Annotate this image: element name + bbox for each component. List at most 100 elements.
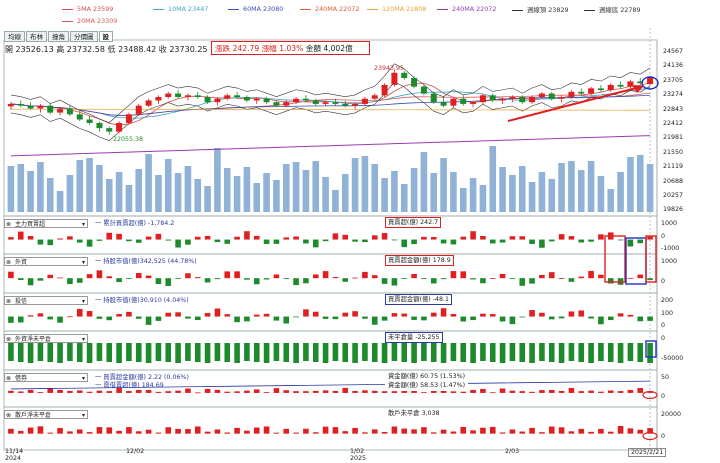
tab-4[interactable]: 設 xyxy=(98,31,113,42)
indicator-bar xyxy=(27,427,34,434)
panel-name: 外資淨未平倉 xyxy=(15,336,52,343)
indicator-bar xyxy=(450,239,457,245)
close-icon[interactable]: ⊗ xyxy=(6,375,12,382)
chevron-down-icon[interactable]: ▾ xyxy=(81,412,85,419)
indicator-bar xyxy=(421,343,427,361)
panel-axis-3-0: 0 xyxy=(661,335,666,342)
indicator-bar xyxy=(224,343,231,362)
volume-bar xyxy=(371,164,379,212)
indicator-bar xyxy=(283,343,290,362)
candle xyxy=(302,95,309,103)
candle xyxy=(420,84,427,96)
indicator-bar xyxy=(234,343,240,363)
indicator-bar xyxy=(37,313,44,317)
indicator-bar xyxy=(352,343,358,363)
volume-bar xyxy=(351,158,359,212)
indicator-bar xyxy=(371,429,378,434)
legend-line-icon xyxy=(62,8,73,10)
legend-60ma: 60MA 23080 xyxy=(228,5,283,13)
indicator-bar xyxy=(401,313,408,317)
volume-bar xyxy=(646,164,654,212)
indicator-bar xyxy=(352,391,358,393)
indicator-bar xyxy=(96,390,103,393)
indicator-bar xyxy=(67,236,73,240)
indicator-bar xyxy=(421,278,427,279)
panel-selector-4[interactable]: ⊗ 借券 ▾ xyxy=(4,373,88,382)
indicator-bar xyxy=(175,278,181,279)
indicator-bar xyxy=(155,233,162,240)
chevron-down-icon[interactable]: ▾ xyxy=(81,298,85,305)
indicator-bar xyxy=(411,239,417,245)
indicator-bar xyxy=(126,311,132,317)
close-icon[interactable]: ⊗ xyxy=(6,221,12,228)
indicator-bar xyxy=(312,311,319,317)
tab-1[interactable]: 布林 xyxy=(26,31,47,42)
panel-selector-1[interactable]: ⊗ 外資 ▾ xyxy=(4,257,88,266)
indicator-bar xyxy=(421,316,427,321)
indicator-bar xyxy=(27,315,34,317)
panel-axis-4-1: 0 xyxy=(661,392,666,400)
change-box: 漲跌 242.79 漲幅 1.03% 金額 4,002億 xyxy=(211,41,370,55)
tab-0[interactable]: 均線 xyxy=(4,31,25,42)
indicator-bar xyxy=(480,313,486,317)
indicator-bar xyxy=(322,271,329,279)
indicator-bar xyxy=(539,274,545,279)
close-icon[interactable]: ⊗ xyxy=(6,412,12,419)
panel-selector-0[interactable]: ⊗ 主力買賣超 ▾ xyxy=(4,219,88,228)
indicator-bar xyxy=(194,316,201,321)
indicator-bar xyxy=(17,316,24,323)
indicator-bar xyxy=(381,391,388,393)
indicator-bar xyxy=(450,391,457,393)
chevron-down-icon[interactable]: ▾ xyxy=(81,375,85,382)
panel-axis-0-2: -1000 xyxy=(661,245,680,253)
indicator-bar xyxy=(489,343,496,362)
candle xyxy=(175,90,182,99)
indicator-bar xyxy=(263,392,270,393)
indicator-bar xyxy=(283,278,290,279)
indicator-bar xyxy=(312,239,319,248)
indicator-bar xyxy=(529,239,535,244)
volume-bar xyxy=(332,190,339,212)
panel-axis-2-2: 0 xyxy=(661,322,666,330)
candle xyxy=(430,91,437,104)
indicator-bar xyxy=(106,276,113,279)
indicator-bar xyxy=(185,316,191,319)
candle xyxy=(332,98,339,106)
indicator-bar xyxy=(155,316,162,321)
close-icon[interactable]: ⊗ xyxy=(6,259,12,266)
close-icon[interactable]: ⊗ xyxy=(6,298,12,305)
panel-selector-3[interactable]: ⊗ 外資淨未平倉 ▾ xyxy=(4,334,88,343)
volume-bar xyxy=(548,179,556,212)
candle xyxy=(37,103,44,113)
indicator-bar xyxy=(430,432,437,434)
tab-2[interactable]: 撞角 xyxy=(48,31,69,42)
panel-selector-5[interactable]: ⊗ 散戶淨未平倉 ▾ xyxy=(4,410,88,419)
indicator-bar xyxy=(411,274,417,279)
indicator-bar xyxy=(480,343,486,361)
chevron-down-icon[interactable]: ▾ xyxy=(81,336,85,343)
indicator-bar xyxy=(489,278,496,279)
volume-bar xyxy=(233,176,241,212)
indicator-bar xyxy=(548,316,555,320)
volume-bar xyxy=(96,165,103,212)
indicator-bar xyxy=(322,239,329,242)
indicator-bar xyxy=(194,392,201,394)
indicator-bar xyxy=(421,236,427,240)
legend-label: 60MA 23080 xyxy=(243,5,284,13)
indicator-bar xyxy=(253,343,260,362)
tab-3[interactable]: 分價圖 xyxy=(70,31,98,42)
panel-selector-2[interactable]: ⊗ 投信 ▾ xyxy=(4,296,88,305)
indicator-bar xyxy=(342,431,349,434)
candle xyxy=(578,88,585,96)
indicator-bar xyxy=(86,274,93,279)
chevron-down-icon[interactable]: ▾ xyxy=(81,221,85,228)
indicator-bar xyxy=(293,432,299,434)
panel-name: 借券 xyxy=(15,375,28,382)
close-icon[interactable]: ⊗ xyxy=(6,336,12,343)
chevron-down-icon[interactable]: ▾ xyxy=(81,259,85,266)
indicator-bar xyxy=(86,391,93,393)
indicator-bar xyxy=(145,236,152,240)
toolbar-tabs: 均線 布林 撞角 分價圖設 xyxy=(4,31,114,42)
indicator-bar xyxy=(185,429,191,434)
volume-bar xyxy=(528,182,536,212)
